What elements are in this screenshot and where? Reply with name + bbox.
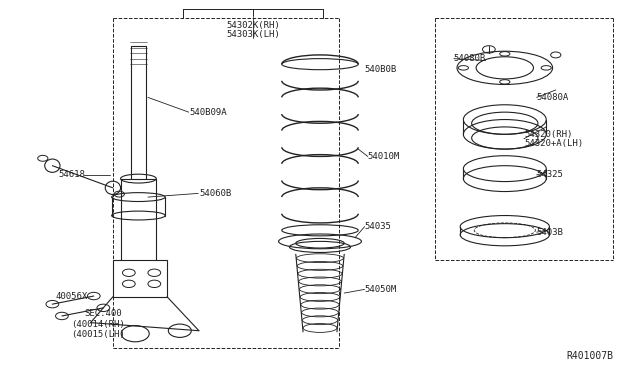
Text: 54320(RH): 54320(RH) bbox=[524, 130, 572, 139]
Text: R401007B: R401007B bbox=[566, 351, 613, 361]
Text: 540B09A: 540B09A bbox=[189, 108, 227, 117]
Text: 54050M: 54050M bbox=[365, 285, 397, 294]
Text: 54010M: 54010M bbox=[368, 152, 400, 161]
Text: 54320+A(LH): 54320+A(LH) bbox=[524, 139, 583, 148]
Text: 5403B: 5403B bbox=[537, 228, 564, 237]
Text: 40056X: 40056X bbox=[56, 292, 88, 301]
Text: 54618: 54618 bbox=[59, 170, 86, 179]
Text: 54060B: 54060B bbox=[199, 189, 231, 198]
Text: 54080A: 54080A bbox=[537, 93, 569, 102]
Text: 54302K(RH): 54302K(RH) bbox=[226, 21, 280, 30]
Text: 54303K(LH): 54303K(LH) bbox=[226, 30, 280, 39]
Text: 54325: 54325 bbox=[537, 170, 564, 179]
Text: 540B0B: 540B0B bbox=[365, 65, 397, 74]
Bar bbox=[113, 260, 167, 297]
Text: 54035: 54035 bbox=[365, 222, 392, 231]
Text: (40014(RH): (40014(RH) bbox=[72, 320, 125, 329]
Text: 54080B: 54080B bbox=[454, 54, 486, 63]
Text: SEC.400: SEC.400 bbox=[84, 309, 122, 318]
Text: (40015(LH): (40015(LH) bbox=[72, 330, 125, 339]
